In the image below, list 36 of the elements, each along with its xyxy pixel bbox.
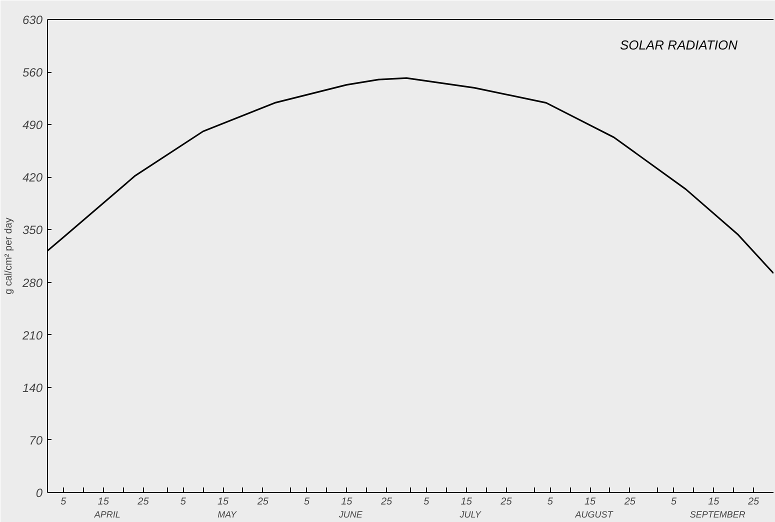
x-tick-label: 15 [341,496,353,508]
x2-tick-label: JULY [458,510,482,520]
x2-tick-label: AUGUST [574,510,614,520]
y-tick-label: 560 [22,66,43,80]
y-tick-label: 630 [22,13,43,27]
y-tick-label: 350 [22,223,43,238]
y-tick-label: 210 [21,328,43,342]
x-tick-label: 25 [746,496,760,508]
x-tick-label: 25 [623,496,636,508]
y-tick-label: 0 [36,486,43,500]
x-tick-label: 15 [460,496,472,508]
y-tick-label: 140 [22,380,43,395]
x-tick-label: 15 [217,496,230,508]
y-tick-label: 490 [22,118,43,132]
x-tick-label: 15 [708,496,720,508]
x2-tick-label: SEPTEMBER [690,510,746,520]
text: SOLAR RADIATION [620,38,738,52]
x2-tick-label: MAY [218,510,238,520]
x2-tick-label: APRIL [93,510,120,520]
x-tick-label: 5 [180,496,186,508]
x-tick-label: 5 [424,496,430,508]
x-tick-label: 5 [304,496,310,508]
x-tick-label: 5 [547,496,554,508]
x-tick-label: 25 [256,496,269,508]
y-tick-label: 280 [21,276,43,290]
x-tick-label: 15 [584,496,596,508]
x-tick-label: 15 [98,496,110,508]
y-tick-label: 70 [29,433,43,448]
y-axis-title: g cal/cm² per day [3,218,14,294]
x-tick-label: 5 [60,496,67,508]
x2-tick-label: JUNE [338,510,364,520]
x-tick-label: 5 [670,496,677,508]
x-tick-label: 25 [136,496,150,508]
y-tick-label: 420 [22,170,43,185]
x-tick-label: 25 [500,496,512,508]
x-tick-label: 25 [380,496,393,508]
